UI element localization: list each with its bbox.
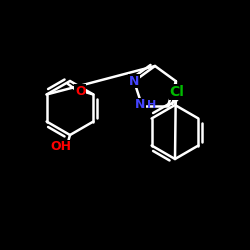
Text: H: H (147, 100, 156, 110)
Text: N: N (129, 75, 139, 88)
Text: N: N (135, 98, 145, 111)
Text: OH: OH (50, 140, 71, 153)
Text: O: O (75, 85, 86, 98)
Text: Cl: Cl (170, 85, 184, 99)
